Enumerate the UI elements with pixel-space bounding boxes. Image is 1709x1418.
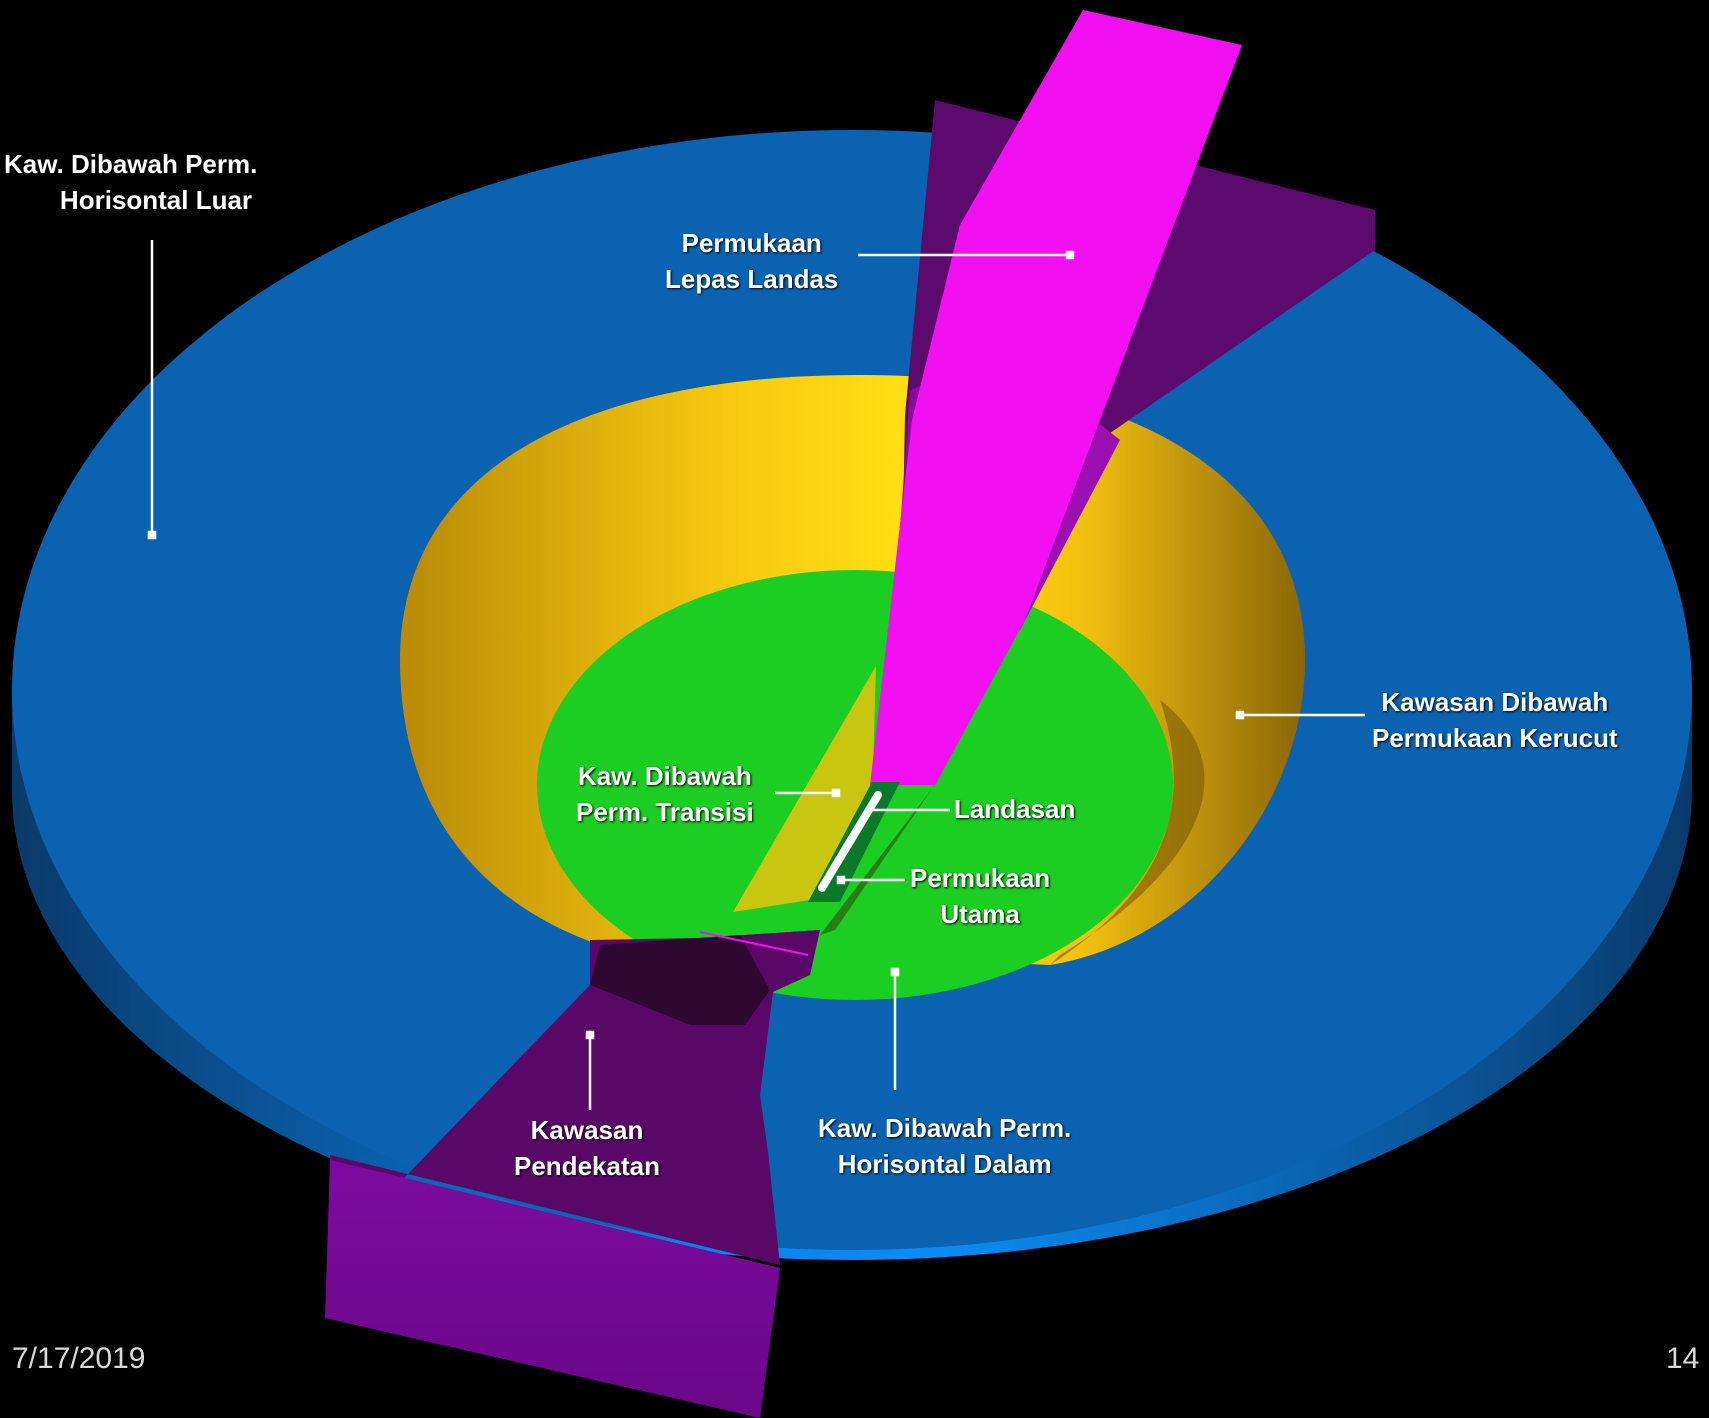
slide-date: 7/17/2019 (12, 1342, 146, 1375)
approach-surface-inner-dark (590, 935, 770, 1025)
slide-page-number: 14 (1666, 1342, 1700, 1375)
leader-lines (147, 240, 1365, 1110)
label-approach-line1: Kawasan (530, 1115, 644, 1145)
label-takeoff: Permukaan Lepas Landas (665, 225, 838, 297)
approach-edge-line (699, 931, 809, 956)
label-conical-line2: Permukaan Kerucut (1372, 723, 1618, 753)
label-conical: Kawasan Dibawah Permukaan Kerucut (1372, 684, 1618, 756)
label-primary-line1: Permukaan (910, 863, 1051, 893)
label-transitional-line2: Perm. Transisi (576, 797, 754, 827)
label-inner-horizontal: Kaw. Dibawah Perm. Horisontal Dalam (818, 1110, 1071, 1182)
label-outer-horizontal-line2: Horisontal Luar (59, 185, 253, 215)
label-transitional-line1: Kaw. Dibawah (577, 761, 752, 791)
label-inner-horizontal-line1: Kaw. Dibawah Perm. (818, 1113, 1072, 1143)
conical-surface-shadow (1050, 700, 1205, 965)
label-primary-line2: Utama (940, 899, 1020, 929)
label-approach-line2: Pendekatan (514, 1151, 660, 1181)
label-outer-horizontal: Kaw. Dibawah Perm. Horisontal Luar (4, 146, 308, 218)
label-inner-horizontal-line2: Horisontal Dalam (837, 1149, 1052, 1179)
label-primary: Permukaan Utama (910, 860, 1050, 932)
label-transitional: Kaw. Dibawah Perm. Transisi (576, 758, 754, 830)
takeoff-climb-surface (870, 10, 1242, 785)
label-outer-horizontal-line1: Kaw. Dibawah Perm. (4, 149, 258, 179)
label-takeoff-line1: Permukaan (681, 228, 822, 258)
runway (818, 791, 882, 892)
label-conical-line1: Kawasan Dibawah (1381, 687, 1609, 717)
label-approach: Kawasan Pendekatan (514, 1112, 660, 1184)
approach-surface-side (325, 1160, 780, 1418)
label-runway-text: Landasan (954, 794, 1076, 824)
label-runway: Landasan (954, 791, 1075, 827)
label-takeoff-line2: Lepas Landas (665, 264, 839, 294)
